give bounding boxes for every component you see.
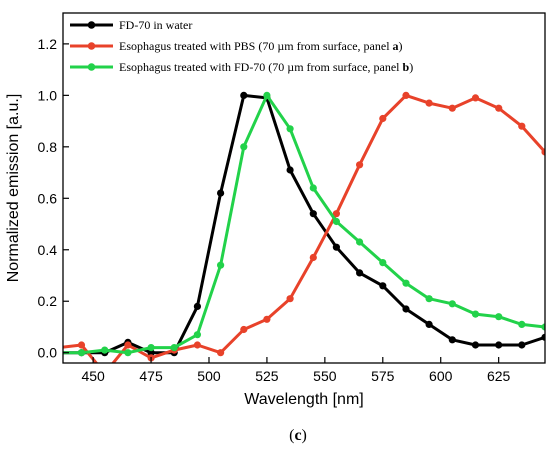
data-point [240, 143, 248, 151]
data-point [309, 210, 317, 218]
series-1 [63, 91, 545, 357]
data-point [495, 313, 503, 321]
legend-label: Esophagus treated with PBS (70 µm from s… [119, 39, 403, 53]
data-point [332, 217, 340, 226]
data-point [402, 279, 410, 287]
series-line [63, 93, 545, 363]
data-point [240, 91, 248, 99]
data-point [471, 341, 480, 349]
y-tick-label: 1.2 [38, 36, 58, 52]
data-point [425, 99, 433, 107]
y-tick-label: 1.0 [38, 87, 58, 103]
data-point [495, 341, 503, 349]
y-axis-title: Normalized emission [a.u.] [5, 94, 22, 283]
data-point [518, 320, 526, 328]
data-point [217, 189, 225, 197]
data-point [541, 323, 545, 331]
data-point [147, 349, 155, 357]
legend-item: Esophagus treated with PBS (70 µm from s… [70, 39, 403, 53]
series-3 [63, 91, 545, 357]
data-point [217, 349, 225, 357]
data-point [332, 243, 340, 251]
data-point [356, 238, 364, 246]
data-point [448, 104, 456, 112]
data-point [541, 148, 545, 156]
data-point [193, 302, 201, 310]
x-tick-label: 550 [313, 368, 337, 384]
data-point [263, 315, 271, 323]
panel-label-letter: c [294, 427, 301, 444]
data-point [518, 122, 526, 130]
data-point [240, 325, 248, 334]
y-tick-label: 0.2 [38, 293, 58, 309]
legend-marker [87, 21, 96, 29]
data-point [425, 295, 433, 303]
data-point [286, 166, 294, 174]
x-tick-label: 500 [197, 368, 221, 384]
series-line [63, 93, 545, 355]
data-point [471, 310, 480, 318]
data-point [495, 104, 503, 112]
legend-label: Esophagus treated with FD-70 (70 µm from… [119, 60, 413, 74]
x-tick-label: 525 [255, 368, 279, 384]
data-point [402, 305, 410, 313]
x-axis-title: Wavelength [nm] [244, 391, 363, 408]
data-point [101, 346, 109, 354]
data-point [170, 344, 178, 352]
data-point [379, 114, 387, 123]
data-point [217, 261, 225, 269]
y-tick-label: 0.6 [38, 190, 58, 206]
data-point [193, 331, 201, 339]
data-point [286, 295, 294, 303]
data-point [402, 91, 410, 99]
data-point [379, 259, 387, 267]
data-point [541, 333, 545, 341]
data-point [425, 320, 433, 328]
y-tick-label: 0.0 [38, 345, 58, 361]
data-point [518, 341, 526, 349]
panel-label: (c) [289, 427, 307, 444]
legend: FD-70 in water Esophagus treated with PBS… [70, 18, 413, 74]
data-point [356, 269, 364, 277]
x-tick-label: 600 [429, 368, 453, 384]
data-point [263, 91, 271, 99]
panel-label-prefix: ( [289, 427, 294, 444]
plot-frame [62, 12, 546, 364]
x-tick-label: 450 [81, 368, 105, 384]
data-point [379, 282, 387, 290]
data-point [471, 94, 480, 102]
tick-layer: 450 475 500 525 550 575 600 625 0.0 0.2 0.4 0.6 0.8 1… [38, 36, 511, 384]
legend-marker [87, 63, 96, 71]
data-point [356, 161, 364, 169]
y-tick-label: 0.4 [38, 242, 58, 258]
data-point [448, 300, 456, 308]
legend-item: FD-70 in water [70, 18, 192, 32]
legend-label: FD-70 in water [119, 18, 192, 32]
series-2 [63, 91, 545, 363]
data-point [77, 341, 86, 349]
series-line [63, 93, 545, 355]
legend-marker [87, 42, 96, 50]
series-layer [63, 91, 545, 363]
x-tick-label: 575 [371, 368, 395, 384]
data-point [286, 125, 294, 133]
data-point [309, 253, 317, 262]
legend-item: Esophagus treated with FD-70 (70 µm from… [70, 60, 413, 74]
data-point [77, 349, 86, 357]
panel-label-suffix: ) [302, 427, 307, 444]
data-point [124, 341, 132, 349]
data-point [332, 210, 340, 218]
x-tick-label: 625 [487, 368, 511, 384]
data-point [309, 184, 317, 192]
data-point [124, 349, 132, 357]
data-point [448, 336, 456, 344]
y-tick-label: 0.8 [38, 139, 58, 155]
data-point [193, 341, 201, 349]
x-tick-label: 475 [139, 368, 163, 384]
data-point [147, 344, 155, 352]
